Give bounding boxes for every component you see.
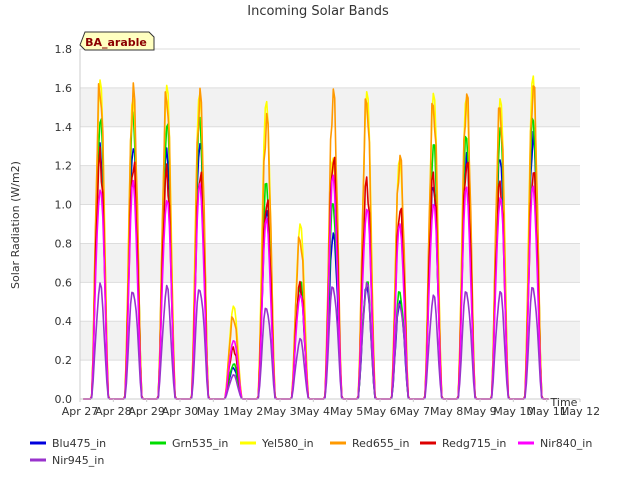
legend-label: Yel580_in: [261, 437, 314, 450]
y-axis-label: Solar Radiation (W/m2): [9, 161, 22, 289]
y-tick-label: 0.4: [55, 315, 73, 328]
y-tick-label: 0.2: [55, 354, 73, 367]
y-tick-label: 0.6: [55, 276, 73, 289]
x-tick-label: May 6: [363, 405, 396, 418]
site-label-box: BA_arable: [79, 31, 155, 51]
x-tick-label: May 11: [527, 405, 567, 418]
x-tick-label: May 10: [493, 405, 533, 418]
x-tick-label: May 5: [330, 405, 363, 418]
x-tick-label: Apr 30: [162, 405, 199, 418]
x-tick-label: May 3: [263, 405, 296, 418]
y-tick-label: 1.4: [55, 121, 73, 134]
legend: Blu475_in Grn535_in Yel580_in Red655_in Redg…: [30, 437, 592, 467]
x-tick-label: Apr 29: [128, 405, 165, 418]
series-line-nir840_in: [83, 174, 549, 400]
y-tick-labels: 0.0 0.2 0.4 0.6 0.8 1.0 1.2 1.4 1.6 1.8: [55, 43, 73, 406]
legend-label: Redg715_in: [442, 437, 506, 450]
x-tick-label: May 7: [397, 405, 430, 418]
y-tick-label: 1.2: [55, 160, 73, 173]
x-tick-label: May 4: [297, 405, 330, 418]
legend-label: Red655_in: [352, 437, 409, 450]
y-tick-label: 1.0: [55, 199, 73, 212]
x-tick-label: May 12: [560, 405, 600, 418]
x-axis-label: Time: [550, 396, 578, 409]
chart-title: Incoming Solar Bands: [247, 4, 389, 19]
legend-label: Grn535_in: [172, 437, 228, 450]
y-tick-label: 0.8: [55, 237, 73, 250]
y-tick-label: 1.6: [55, 82, 73, 95]
y-tick-label: 1.8: [55, 43, 73, 56]
x-tick-label: May 2: [230, 405, 263, 418]
x-tick-label: May 8: [430, 405, 463, 418]
legend-label: Nir945_in: [52, 454, 104, 467]
x-tick-label: May 1: [197, 405, 230, 418]
axes: [79, 49, 580, 400]
site-label: BA_arable: [85, 36, 147, 49]
legend-label: Nir840_in: [540, 437, 592, 450]
grid-band: [80, 87, 580, 127]
x-tick-label: May 9: [463, 405, 496, 418]
y-tick-label: 0.0: [55, 393, 73, 406]
x-tick-label: Apr 28: [95, 405, 132, 418]
x-tick-label: Apr 27: [62, 405, 99, 418]
legend-label: Blu475_in: [52, 437, 106, 450]
